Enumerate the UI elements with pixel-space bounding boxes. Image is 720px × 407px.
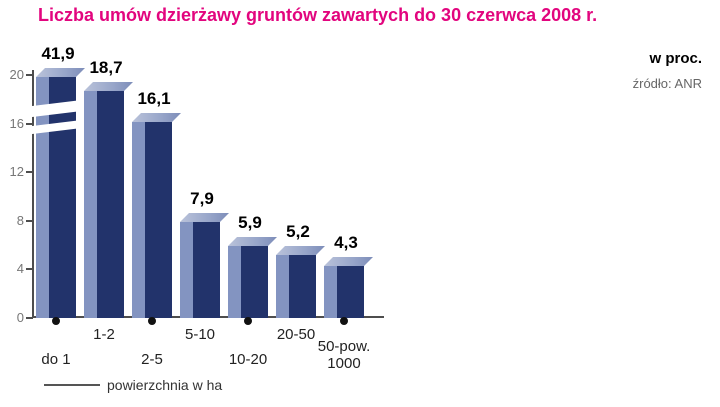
y-tick-mark: [26, 74, 33, 76]
bar-front-face: [26, 77, 88, 318]
value-label: 5,2: [286, 222, 310, 241]
x-tick-label: 10-20: [229, 351, 267, 368]
axis-break-stripe: [26, 99, 88, 118]
value-label: 16,1: [137, 89, 171, 108]
axis-dot: [340, 317, 348, 325]
x-tick-label-line: 5-10: [184, 326, 216, 343]
bar-top-face: [324, 257, 373, 266]
y-tick-mark: [26, 122, 33, 125]
x-axis-caption: powierzchnia w ha: [107, 377, 223, 393]
source-label: źródło: ANR: [632, 76, 702, 91]
value-label: 4,3: [334, 233, 358, 252]
y-tick-mark: [26, 171, 33, 174]
y-axis-line: [32, 70, 34, 318]
chart-title: Liczba umów dzierżawy gruntów zawartych …: [38, 5, 598, 25]
bar-top-face: [228, 237, 277, 246]
axis-dot: [148, 317, 156, 325]
axis-dot: [52, 317, 60, 325]
bar-front-face: [276, 255, 316, 318]
bar-front-face: [84, 91, 124, 318]
y-tick-label: 16: [9, 115, 24, 131]
x-tick-label-line: 10-20: [228, 351, 268, 368]
bar: [26, 68, 88, 318]
y-tick-label: 12: [9, 164, 24, 180]
bar: [132, 113, 181, 318]
bar: [228, 237, 277, 318]
bar-top-face: [84, 82, 133, 91]
bar-front-face: [324, 266, 364, 318]
x-tick-label: do 1: [41, 351, 70, 368]
caption-leader-line: [44, 384, 100, 386]
unit-label: w proc.: [649, 50, 702, 67]
y-tick-label: 4: [16, 261, 24, 277]
bar: [276, 246, 325, 318]
x-tick-label-line: 1000: [327, 355, 361, 372]
axis-break-stripe: [26, 119, 88, 135]
x-tick-label-line: do 1: [41, 351, 71, 368]
bar-top-face: [276, 246, 325, 255]
bar-front-face: [180, 222, 220, 318]
value-label: 7,9: [190, 189, 214, 208]
bar-front-face: [228, 246, 268, 318]
x-tick-label: 50-pow. 1000: [318, 338, 371, 372]
bar: [324, 257, 373, 318]
x-tick-label: 5-10: [185, 326, 215, 343]
value-label: 41,9: [41, 44, 75, 63]
bar: [84, 82, 133, 318]
x-tick-label: 20-50: [277, 326, 315, 343]
x-tick-label-line: 50-pow.: [317, 338, 371, 355]
y-tick-label: 20: [9, 67, 24, 82]
y-tick-label: 8: [16, 212, 24, 228]
x-tick-label: 2-5: [141, 351, 163, 368]
y-tick-mark: [26, 268, 33, 271]
bar-top-face: [36, 68, 85, 77]
bar: [180, 213, 229, 318]
y-tick-mark: [26, 317, 33, 319]
x-tick-label-line: 20-50: [276, 326, 316, 343]
y-tick-label: 0: [16, 310, 24, 325]
bar-top-face: [180, 213, 229, 222]
x-axis-caption-row: powierzchnia w ha: [44, 377, 222, 393]
x-tick-label-line: 1-2: [93, 326, 115, 343]
bar-front-face: [132, 122, 172, 318]
axis-dot: [244, 317, 252, 325]
y-tick-mark: [26, 219, 33, 222]
bar-top-face: [132, 113, 181, 122]
value-label: 18,7: [89, 58, 123, 77]
x-tick-label: 1-2: [93, 326, 115, 343]
value-label: 5,9: [238, 213, 262, 232]
x-tick-label-line: 2-5: [141, 351, 163, 368]
